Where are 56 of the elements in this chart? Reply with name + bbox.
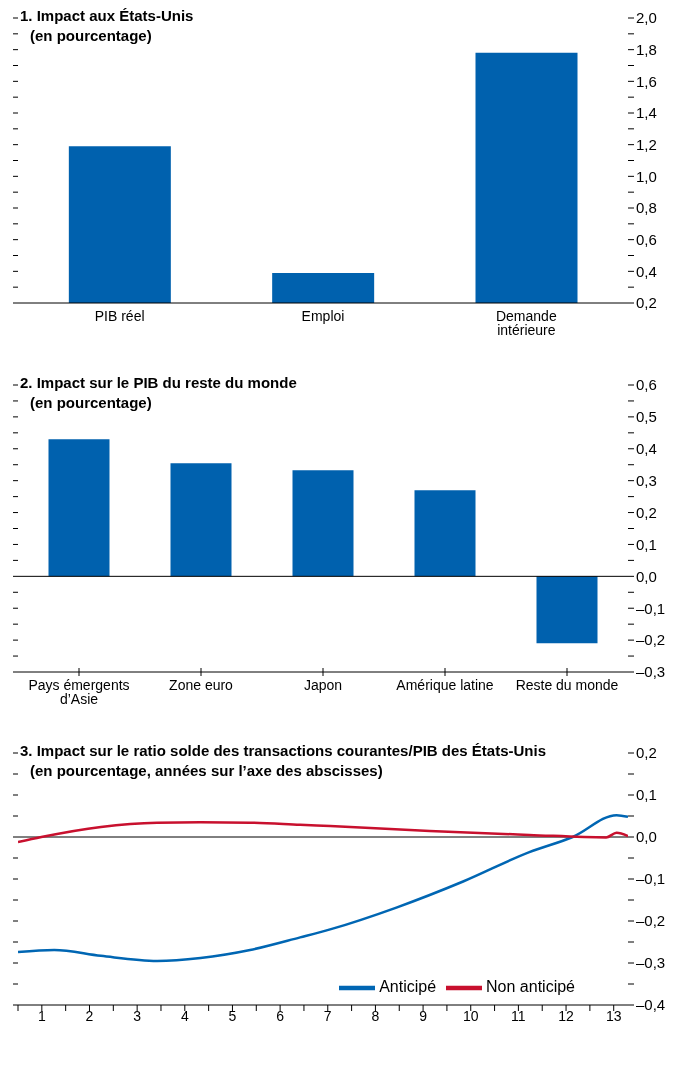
y-tick-label: 2,0 [636,9,657,27]
y-tick-label: –0,1 [636,599,666,617]
x-tick-label: 9 [419,1008,428,1024]
x-tick-label: 6 [276,1008,285,1024]
y-tick-label: 0,8 [636,199,657,217]
x-tick-label: 2 [85,1008,94,1024]
y-tick-label: 0,1 [636,786,657,804]
y-tick-label: 1,6 [636,72,657,90]
y-tick-label: 1,2 [636,135,657,153]
x-tick-label: Pays émergents d’Asie [28,676,130,707]
x-tick-label: 8 [371,1008,380,1024]
y-tick-label: –0,3 [636,954,666,972]
text: (en pourcentage, années sur l’axe des abscisses) [29,761,384,781]
x-tick-label: Zone euro [169,676,234,693]
x-tick-label: 1 [37,1008,46,1024]
y-tick-label: 0,4 [636,440,657,458]
y-tick-label: 1,4 [636,104,657,122]
x-tick-label: 13 [605,1008,622,1024]
y-tick-label: –0,3 [636,663,666,681]
y-tick-label: –0,2 [636,912,666,930]
legend-label: Anticipé [379,978,437,996]
y-tick-label: 0,2 [636,503,657,521]
chart-title: 2. Impact sur le PIB du reste du monde [20,373,297,393]
y-tick-label: 0,6 [636,230,657,248]
y-tick-label: –0,2 [636,631,666,649]
y-tick-label: 0,0 [636,828,657,846]
x-tick-label: 4 [180,1008,189,1024]
x-tick-label: 7 [323,1008,332,1024]
x-tick-label: 11 [511,1008,526,1024]
x-tick-label: Emploi [301,307,345,324]
text: (en pourcentage) [29,393,153,413]
y-tick-label: 0,2 [636,294,657,312]
text: (en pourcentage) [29,26,153,46]
y-tick-label: 0,3 [636,471,657,489]
legend-label: Non anticipé [486,978,575,996]
y-tick-label: 0,2 [636,744,657,762]
x-tick-label: 5 [228,1008,237,1024]
x-tick-label: 12 [558,1008,575,1024]
chart-title: 3. Impact sur le ratio solde des transactions courantes/PIB des États-Unis [20,741,546,761]
y-tick-label: 0,6 [636,376,657,394]
y-tick-label: 0,0 [636,567,657,585]
x-tick-label: Japon [303,676,343,693]
x-tick-label: PIB réel [94,307,145,324]
x-tick-label: 10 [462,1008,479,1024]
chart-title: 1. Impact aux États-Unis [20,6,194,26]
x-tick-label: Demande intérieure [495,307,557,338]
y-tick-label: –0,4 [636,996,666,1014]
y-tick-label: 0,4 [636,262,657,280]
x-tick-label: Reste du monde [515,676,619,693]
y-tick-label: 1,8 [636,40,657,58]
x-tick-label: Amérique latine [396,676,494,693]
y-tick-label: –0,1 [636,870,666,888]
x-tick-label: 3 [133,1008,142,1024]
y-tick-label: 0,5 [636,408,657,426]
y-tick-label: 1,0 [636,167,657,185]
y-tick-label: 0,1 [636,535,657,553]
